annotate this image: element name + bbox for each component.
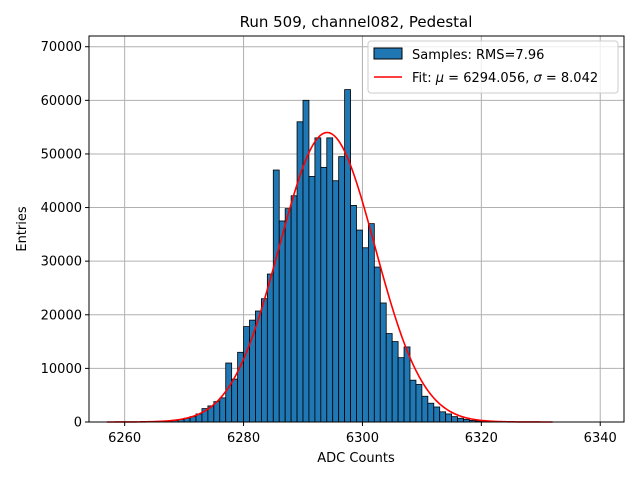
histogram-bar xyxy=(332,180,340,423)
legend-fit-sigma: σ xyxy=(534,71,543,86)
y-tick-label: 60000 xyxy=(41,94,82,109)
fit-curve xyxy=(106,131,553,423)
histogram-bar xyxy=(391,341,399,423)
histogram-bar xyxy=(284,208,292,423)
x-axis-ticks: 6260 6280 6300 6320 6340 xyxy=(108,422,617,446)
y-axis-ticks: 0 10000 20000 30000 40000 50000 60000 70000 xyxy=(41,40,89,431)
chart-title: Run 509, channel082, Pedestal xyxy=(240,13,473,31)
histogram-bar xyxy=(344,89,351,423)
histogram-bar xyxy=(433,406,441,423)
histogram-bar xyxy=(338,156,346,423)
x-tick-label: 6340 xyxy=(584,431,617,446)
histogram-bar xyxy=(350,205,357,423)
histogram-bar xyxy=(320,166,328,423)
plot-frame xyxy=(88,35,625,423)
histogram-bar xyxy=(397,357,405,423)
histogram-bar xyxy=(296,121,304,423)
y-axis-label: Entries xyxy=(15,206,30,252)
legend-fit-prefix: Fit: xyxy=(412,71,436,86)
histogram-bar xyxy=(439,411,447,423)
x-axis-label: ADC Counts xyxy=(317,451,395,466)
histogram-bar xyxy=(457,417,464,423)
histogram-bar xyxy=(356,229,363,423)
y-tick-label: 50000 xyxy=(41,147,82,162)
histogram-bar xyxy=(367,223,375,423)
histogram-bar xyxy=(290,195,298,423)
x-tick-label: 6320 xyxy=(465,431,498,446)
histogram-bar xyxy=(231,378,239,423)
histogram-bar xyxy=(308,176,316,423)
x-tick-label: 6260 xyxy=(108,431,141,446)
histogram-bar xyxy=(415,384,423,423)
histogram-bar xyxy=(409,379,417,423)
x-tick-label: 6300 xyxy=(346,431,379,446)
y-tick-label: 0 xyxy=(74,416,82,431)
histogram-bar xyxy=(427,402,435,423)
y-tick-label: 30000 xyxy=(41,255,82,270)
histogram-bar xyxy=(225,362,233,423)
histogram-bar xyxy=(421,395,429,423)
histogram-bar xyxy=(302,99,310,423)
legend-histogram-label: Samples: RMS=7.96 xyxy=(412,48,544,63)
histogram-bar xyxy=(379,302,387,423)
y-tick-label: 70000 xyxy=(41,40,82,55)
histogram-bar xyxy=(385,333,393,423)
histogram-bar xyxy=(362,247,369,423)
histogram-bars xyxy=(159,89,500,423)
legend-histogram-swatch xyxy=(373,47,403,60)
histogram-bar xyxy=(272,169,280,423)
histogram-bar xyxy=(373,266,381,423)
histogram-bar xyxy=(243,326,250,423)
legend-fit-mu: μ xyxy=(435,71,444,86)
histogram-bar xyxy=(451,416,458,423)
legend-fit-sigma-value: = 8.042 xyxy=(542,71,598,86)
histogram-bar xyxy=(266,273,274,423)
histogram-bar xyxy=(445,413,453,423)
legend: Samples: RMS=7.96 Fit: μ = 6294.056, σ =… xyxy=(367,40,619,94)
y-tick-label: 20000 xyxy=(41,308,82,323)
legend-box xyxy=(367,40,619,94)
histogram-bar xyxy=(219,397,227,423)
y-tick-label: 40000 xyxy=(41,201,82,216)
histogram-bar xyxy=(403,346,411,423)
histogram-bar xyxy=(260,298,268,423)
histogram-bar xyxy=(278,220,286,423)
legend-fit-mu-value: = 6294.056, xyxy=(444,71,533,86)
legend-fit-label: Fit: μ = 6294.056, σ = 8.042 xyxy=(412,71,598,86)
x-tick-label: 6280 xyxy=(227,431,260,446)
histogram-bar xyxy=(314,137,322,423)
histogram-bar xyxy=(326,137,334,423)
y-tick-label: 10000 xyxy=(41,362,82,377)
